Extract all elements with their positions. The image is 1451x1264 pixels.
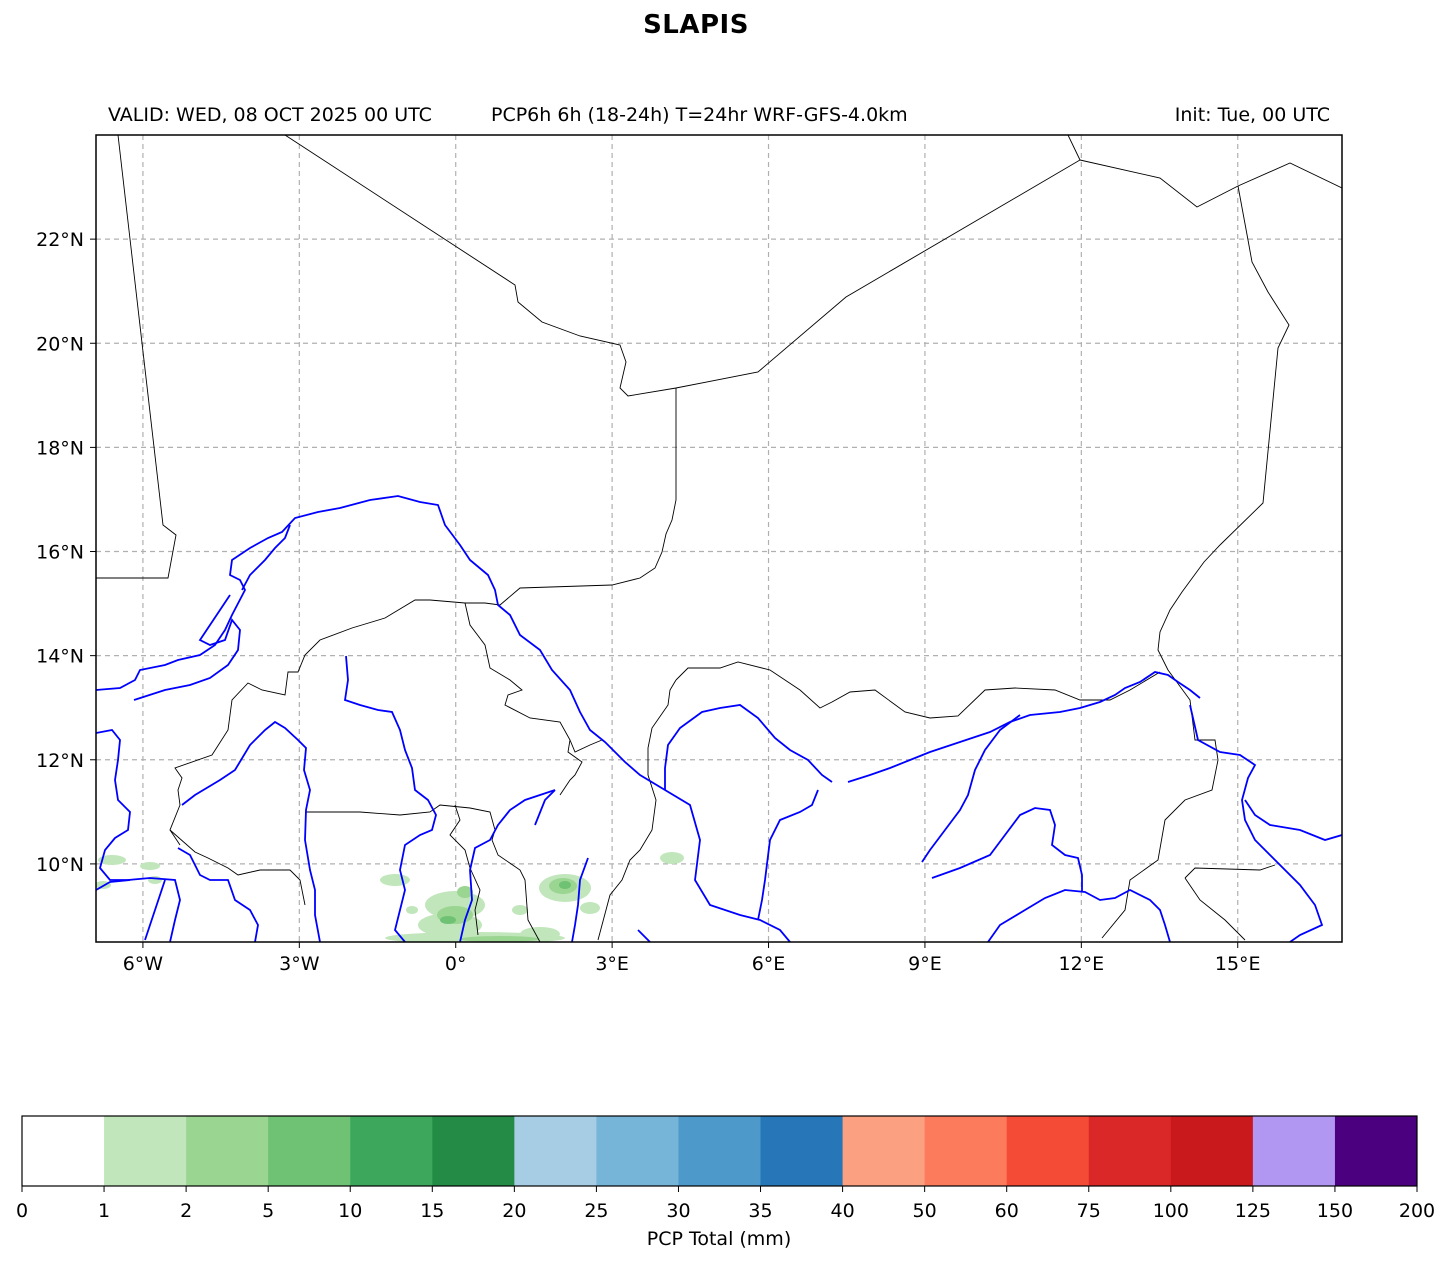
colorbar-segment (1334, 1116, 1418, 1186)
product-label: PCP6h 6h (18-24h) T=24hr WRF-GFS-4.0km (491, 104, 908, 126)
colorbar-segment (186, 1116, 269, 1186)
lon-tick-label: 9°E (908, 953, 942, 975)
colorbar-tick-label: 75 (1077, 1200, 1101, 1222)
colorbar-tick-label: 2 (180, 1200, 192, 1222)
colorbar-label: PCP Total (mm) (647, 1228, 791, 1250)
colorbar-tick-label: 40 (830, 1200, 854, 1222)
colorbar-tick-label: 5 (262, 1200, 274, 1222)
lat-tick-label: 20°N (36, 333, 84, 355)
colorbar-segment (760, 1116, 844, 1186)
gridlines (96, 135, 1342, 942)
lon-tick-label: 3°E (595, 953, 629, 975)
map-frame (95, 134, 1343, 943)
init-time-label: Init: Tue, 00 UTC (1174, 104, 1330, 126)
precipitation-patches (96, 852, 684, 942)
colorbar-tick-label: 0 (16, 1200, 28, 1222)
colorbar-tick-label: 1 (98, 1200, 110, 1222)
colorbar-tick-label: 20 (502, 1200, 526, 1222)
lon-tick-label: 3°W (279, 953, 320, 975)
colorbar-tick-label: 150 (1317, 1200, 1353, 1222)
colorbar-tick-label: 10 (338, 1200, 362, 1222)
colorbar-segment (104, 1116, 187, 1186)
map-title: SLAPIS (643, 10, 749, 40)
colorbar-frame (21, 1115, 1418, 1187)
colorbar-tick-label: 30 (666, 1200, 690, 1222)
colorbar-tick-label: 35 (748, 1200, 772, 1222)
lon-tick-label: 12°E (1058, 953, 1104, 975)
country-borders (96, 135, 1342, 942)
lat-tick-label: 14°N (36, 646, 84, 668)
colorbar-tick-label: 25 (584, 1200, 608, 1222)
lat-tick-labels: 22°N 20°N 18°N 16°N 14°N 12°N 10°N (36, 229, 96, 876)
colorbar (22, 1116, 1418, 1186)
colorbar-tick-label: 200 (1399, 1200, 1435, 1222)
rivers (96, 495, 1342, 942)
colorbar-tick-label: 125 (1235, 1200, 1271, 1222)
colorbar-segment (268, 1116, 351, 1186)
colorbar-segment (924, 1116, 1008, 1186)
colorbar-segment (432, 1116, 515, 1186)
colorbar-tick-label: 50 (913, 1200, 937, 1222)
colorbar-segment (596, 1116, 679, 1186)
colorbar-tick-labels: 0 1 2 5 10 15 20 25 30 35 40 50 60 75 100 125 150 200 (16, 1186, 1435, 1222)
colorbar-segment (350, 1116, 433, 1186)
lat-tick-label: 12°N (36, 750, 84, 772)
lon-tick-label: 0° (445, 953, 467, 975)
colorbar-segment (1170, 1116, 1254, 1186)
colorbar-tick-label: 100 (1153, 1200, 1189, 1222)
colorbar-segment (514, 1116, 597, 1186)
colorbar-segment (842, 1116, 926, 1186)
lat-tick-label: 18°N (36, 437, 84, 459)
colorbar-tick-label: 15 (420, 1200, 444, 1222)
valid-time-label: VALID: WED, 08 OCT 2025 00 UTC (108, 104, 432, 126)
colorbar-segment (678, 1116, 762, 1186)
lat-tick-label: 22°N (36, 229, 84, 251)
colorbar-segment (1006, 1116, 1090, 1186)
colorbar-segment (22, 1116, 105, 1186)
lon-tick-label: 15°E (1215, 953, 1261, 975)
lon-tick-label: 6°W (123, 953, 164, 975)
lat-tick-label: 16°N (36, 542, 84, 564)
lon-tick-label: 6°E (752, 953, 786, 975)
colorbar-tick-label: 60 (995, 1200, 1019, 1222)
lat-tick-label: 10°N (36, 854, 84, 876)
colorbar-segment (1252, 1116, 1336, 1186)
lon-tick-labels: 6°W 3°W 0° 3°E 6°E 9°E 12°E 15°E (123, 942, 1261, 975)
colorbar-segment (1088, 1116, 1172, 1186)
